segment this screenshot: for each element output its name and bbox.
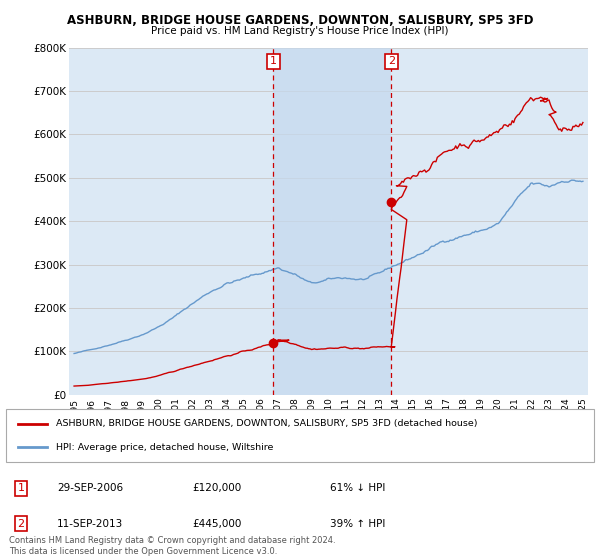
Text: ASHBURN, BRIDGE HOUSE GARDENS, DOWNTON, SALISBURY, SP5 3FD: ASHBURN, BRIDGE HOUSE GARDENS, DOWNTON, … bbox=[67, 14, 533, 27]
Text: 1: 1 bbox=[17, 483, 25, 493]
Text: 1: 1 bbox=[270, 57, 277, 67]
Text: HPI: Average price, detached house, Wiltshire: HPI: Average price, detached house, Wilt… bbox=[56, 442, 274, 451]
Text: 2: 2 bbox=[17, 519, 25, 529]
Text: Contains HM Land Registry data © Crown copyright and database right 2024.
This d: Contains HM Land Registry data © Crown c… bbox=[9, 536, 335, 556]
Text: 2: 2 bbox=[388, 57, 395, 67]
Text: 29-SEP-2006: 29-SEP-2006 bbox=[57, 483, 123, 493]
Text: £120,000: £120,000 bbox=[192, 483, 241, 493]
Bar bbox=[274, 48, 391, 395]
FancyBboxPatch shape bbox=[6, 409, 594, 462]
Text: 39% ↑ HPI: 39% ↑ HPI bbox=[330, 519, 385, 529]
Text: ASHBURN, BRIDGE HOUSE GARDENS, DOWNTON, SALISBURY, SP5 3FD (detached house): ASHBURN, BRIDGE HOUSE GARDENS, DOWNTON, … bbox=[56, 419, 478, 428]
Text: £445,000: £445,000 bbox=[192, 519, 241, 529]
Text: 11-SEP-2013: 11-SEP-2013 bbox=[57, 519, 123, 529]
Text: Price paid vs. HM Land Registry's House Price Index (HPI): Price paid vs. HM Land Registry's House … bbox=[151, 26, 449, 36]
Text: 61% ↓ HPI: 61% ↓ HPI bbox=[330, 483, 385, 493]
